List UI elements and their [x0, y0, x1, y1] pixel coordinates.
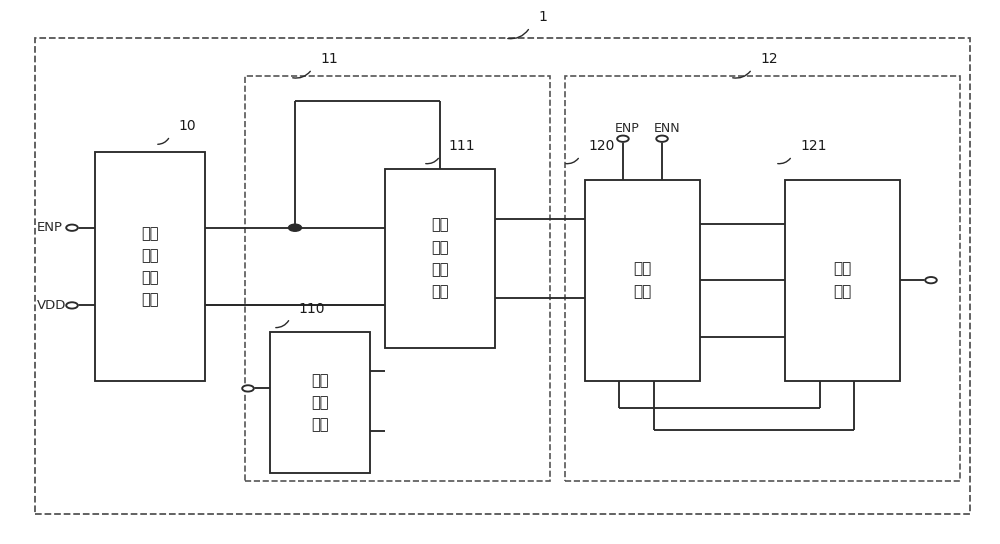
Text: 偏置
电压
选择
单元: 偏置 电压 选择 单元 — [431, 218, 449, 299]
Text: VDD: VDD — [37, 299, 66, 312]
Bar — [385, 169, 495, 348]
Text: 比较
单元: 比较 单元 — [633, 262, 652, 299]
Bar — [245, 76, 550, 481]
Circle shape — [656, 135, 668, 142]
Text: ENP: ENP — [615, 122, 640, 135]
Text: ENP: ENP — [37, 221, 63, 234]
Bar — [35, 38, 970, 514]
Bar — [585, 180, 700, 381]
Text: 偏置
电压
产生
模块: 偏置 电压 产生 模块 — [141, 226, 159, 307]
Bar — [270, 332, 370, 473]
Text: 110: 110 — [298, 301, 324, 316]
Text: 111: 111 — [448, 139, 475, 153]
Text: 振荡
单元: 振荡 单元 — [833, 262, 852, 299]
Text: 12: 12 — [760, 52, 778, 66]
Circle shape — [242, 385, 254, 392]
Circle shape — [925, 277, 937, 283]
Bar — [95, 152, 205, 381]
Text: 121: 121 — [800, 139, 826, 153]
Text: 10: 10 — [178, 119, 196, 133]
Text: ENN: ENN — [654, 122, 681, 135]
Circle shape — [66, 302, 78, 308]
Text: 1: 1 — [538, 10, 547, 24]
Bar — [785, 180, 900, 381]
Text: 11: 11 — [320, 52, 338, 66]
Bar — [565, 76, 960, 481]
Text: 120: 120 — [588, 139, 614, 153]
Text: 信号
产生
单元: 信号 产生 单元 — [311, 373, 329, 432]
Circle shape — [617, 135, 629, 142]
Circle shape — [288, 224, 302, 231]
Circle shape — [66, 225, 78, 231]
